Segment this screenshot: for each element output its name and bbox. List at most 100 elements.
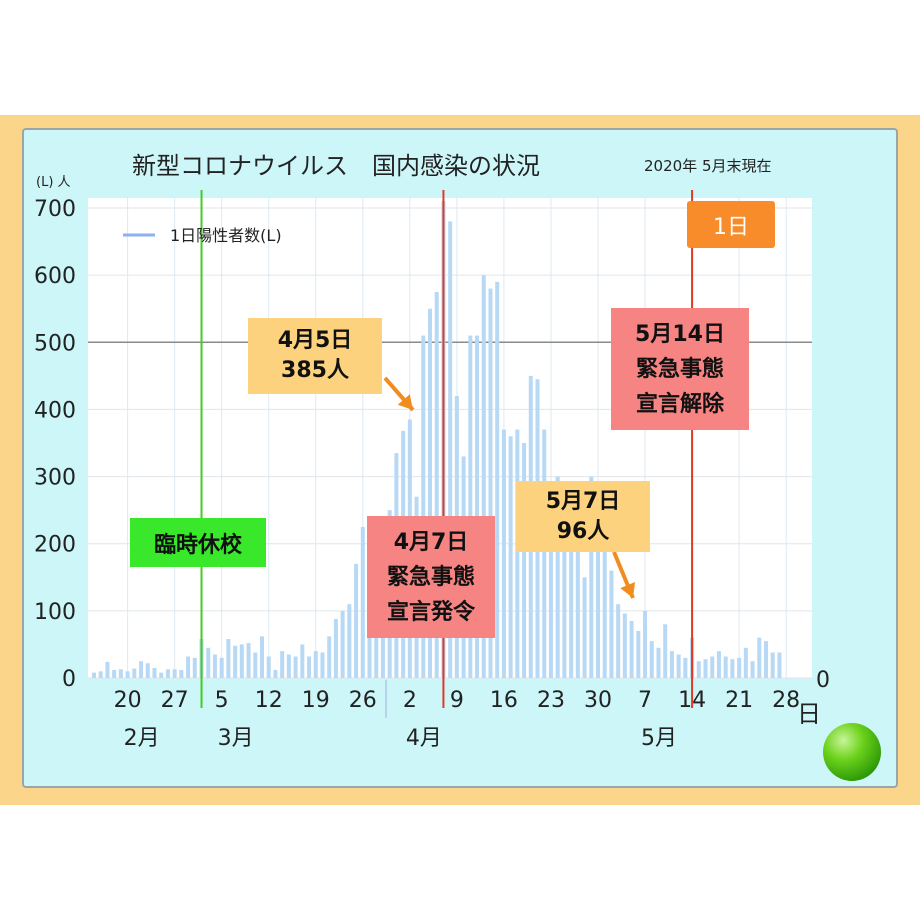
bar [663,624,668,678]
chart-title: 新型コロナウイルス 国内感染の状況 [132,152,540,180]
bar [253,652,258,678]
bar [481,275,486,678]
y-tick-label: 200 [34,533,76,558]
x-tick-label: 16 [490,688,518,713]
bar [548,490,553,678]
bar [643,610,648,678]
bar [233,645,238,678]
callout-school-closure: 臨時休校 [130,518,266,567]
legend-label: 1日陽性者数(L) [170,226,282,245]
y-tick-label: 600 [34,264,76,289]
x-tick-label: 9 [450,688,464,713]
bar [313,651,318,678]
as-of-label: 2020年 5月末現在 [644,157,772,175]
bar [360,526,365,678]
y-tick-label: 300 [34,466,76,491]
bar [649,641,654,678]
bar [219,657,224,678]
bar [165,669,170,678]
bar [622,613,627,678]
arrow-head [397,394,413,410]
x-tick-label: 19 [302,688,330,713]
bar [226,639,231,678]
bar [696,661,701,678]
bar [770,652,775,678]
y-tick-label: 500 [34,331,76,356]
bar [192,657,197,678]
bar [488,288,493,678]
bar [172,669,177,678]
bar [280,651,285,678]
callout-apr7: 4月7日 緊急事態 宣言発令 [367,516,495,638]
bar [266,656,271,678]
bar [562,510,567,678]
month-label: 4月 [406,726,442,751]
bar [575,520,580,678]
bar [300,644,305,678]
bar [434,291,439,678]
x-tick-label: 27 [161,688,189,713]
bar [468,335,473,678]
bar [542,429,547,678]
bar [777,652,782,678]
bar [333,618,338,678]
bar [428,308,432,678]
bar [105,661,110,678]
bar [448,221,453,678]
x-tick-label: 20 [114,688,142,713]
bar [139,661,144,678]
bar [515,429,520,678]
bar [286,654,291,678]
bar [737,657,742,678]
bar [656,647,661,678]
x-tick-label: 30 [584,688,612,713]
callout-apr5: 4月5日 385人 [248,318,382,394]
bar [327,636,332,678]
bar [764,641,768,678]
y-tick-label: 100 [34,600,76,625]
bar [320,652,325,678]
period-button[interactable]: 1日 [687,201,775,248]
bar [596,510,600,678]
month-label: 2月 [124,726,160,751]
bar [710,656,715,678]
y-tick-label: 0 [62,667,76,692]
bar [152,667,157,678]
x-tick-label: 21 [725,688,753,713]
x-tick-label: 12 [255,688,283,713]
bar [239,644,244,678]
bar [179,669,184,678]
bar [508,436,513,678]
bar [676,654,681,678]
x-tick-label: 28 [772,688,800,713]
bar [569,516,574,678]
x-tick-label: 5 [215,688,229,713]
callout-may7: 5月7日 96人 [516,481,650,552]
callout-arrows [383,376,636,599]
x-tick-label: 2 [403,688,417,713]
bar [629,620,634,678]
bar [716,651,721,678]
bar [260,636,264,678]
bar [112,669,117,678]
bar [730,659,735,678]
bar [354,563,359,678]
bar [743,647,748,678]
bar [125,671,130,678]
bar [501,429,506,678]
x-tick-label: 23 [537,688,565,713]
arrow-head [620,582,636,598]
bar [616,604,621,678]
x-unit-label: 日 [797,700,821,728]
bar [522,443,527,678]
bar [723,656,728,678]
bar [703,659,708,678]
month-label: 5月 [641,726,677,751]
bar [750,661,755,678]
status-ball-icon[interactable] [823,723,881,781]
month-label: 3月 [218,726,254,751]
y-tick-labels: 0 100 200 300 400 500 600 700 [34,197,76,692]
bar [118,669,123,678]
